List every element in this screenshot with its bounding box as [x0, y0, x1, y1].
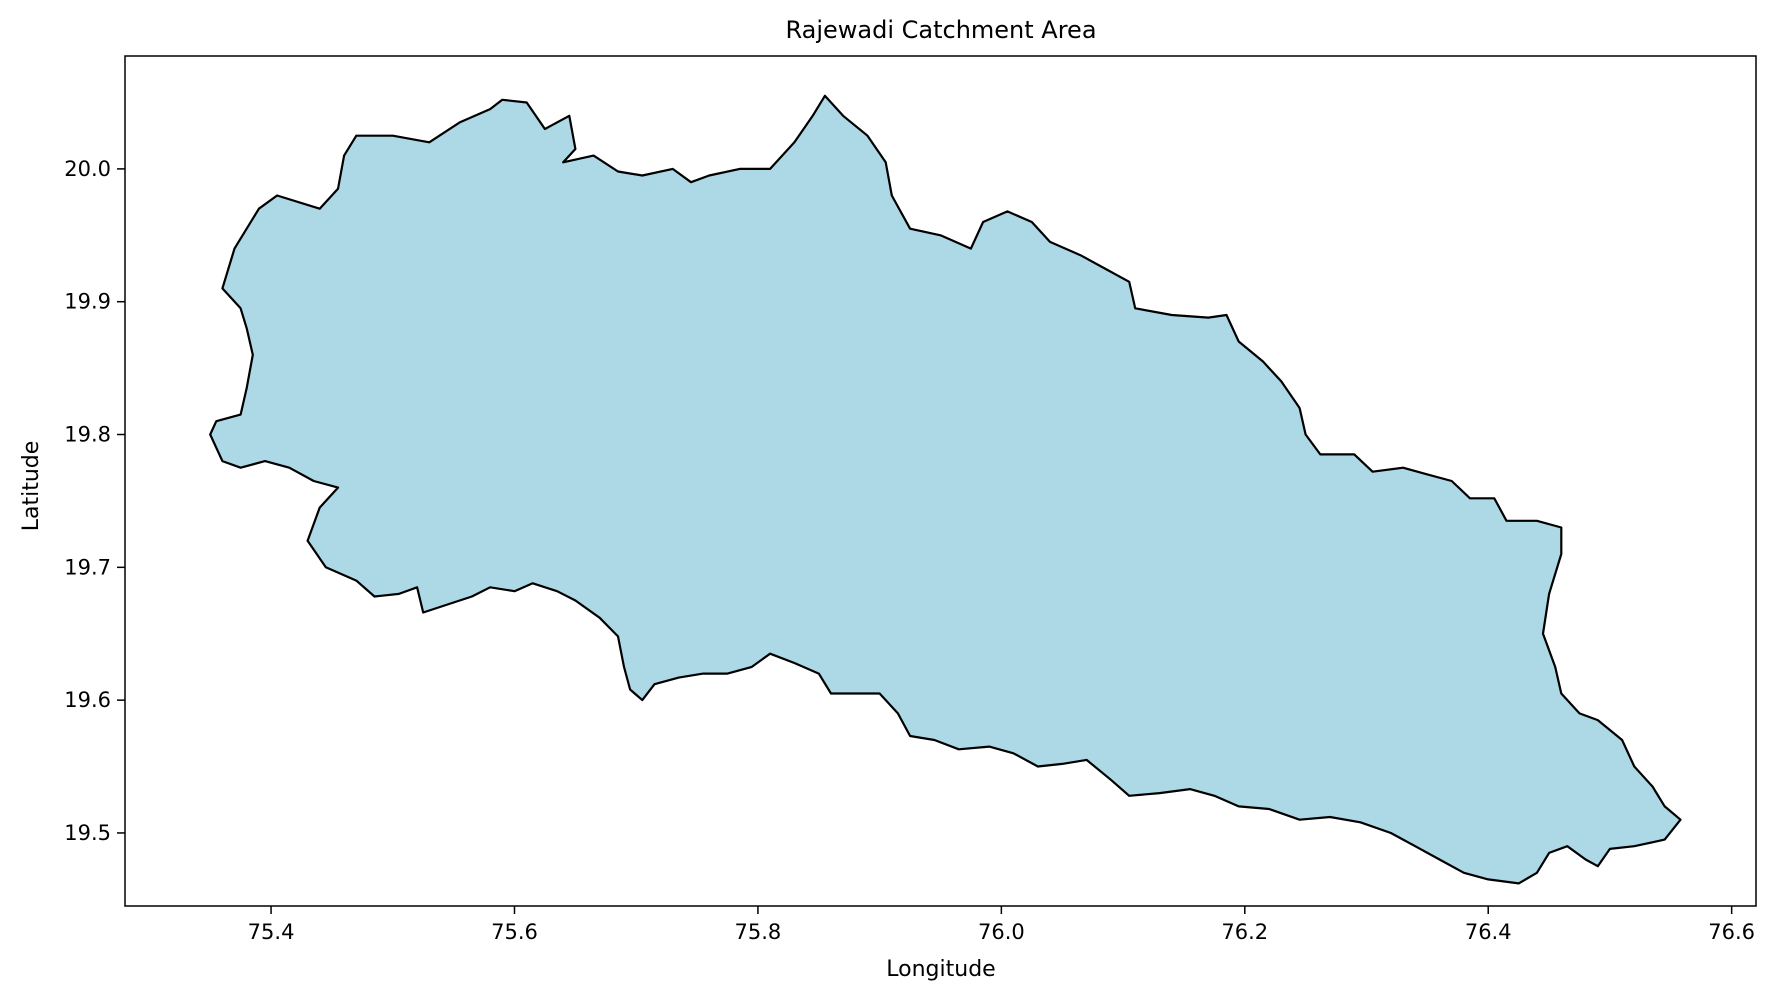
map-title: Rajewadi Catchment Area [785, 16, 1096, 44]
y-tick-label: 19.8 [64, 423, 111, 447]
y-tick-label: 19.9 [64, 290, 111, 314]
y-axis: 19.5 19.6 19.7 19.8 19.9 20.0 [64, 157, 125, 845]
plot-area [124, 55, 1757, 907]
x-tick-label: 76.2 [1221, 920, 1268, 944]
x-tick-label: 75.8 [735, 920, 782, 944]
x-axis: 75.4 75.6 75.8 76.0 76.2 76.4 76.6 [248, 906, 1755, 944]
x-tick-label: 75.6 [491, 920, 538, 944]
y-tick-label: 19.6 [64, 688, 111, 712]
y-tick-label: 20.0 [64, 157, 111, 181]
x-tick-label: 76.4 [1465, 920, 1512, 944]
x-tick-label: 76.6 [1708, 920, 1755, 944]
x-tick-label: 75.4 [248, 920, 295, 944]
axes-frame [124, 55, 1757, 907]
catchment-polygon [209, 94, 1682, 885]
y-tick-label: 19.7 [64, 555, 111, 579]
y-axis-label: Latitude [19, 441, 44, 532]
y-tick-label: 19.5 [64, 821, 111, 845]
x-axis-label: Longitude [886, 957, 995, 982]
x-tick-label: 76.0 [978, 920, 1025, 944]
